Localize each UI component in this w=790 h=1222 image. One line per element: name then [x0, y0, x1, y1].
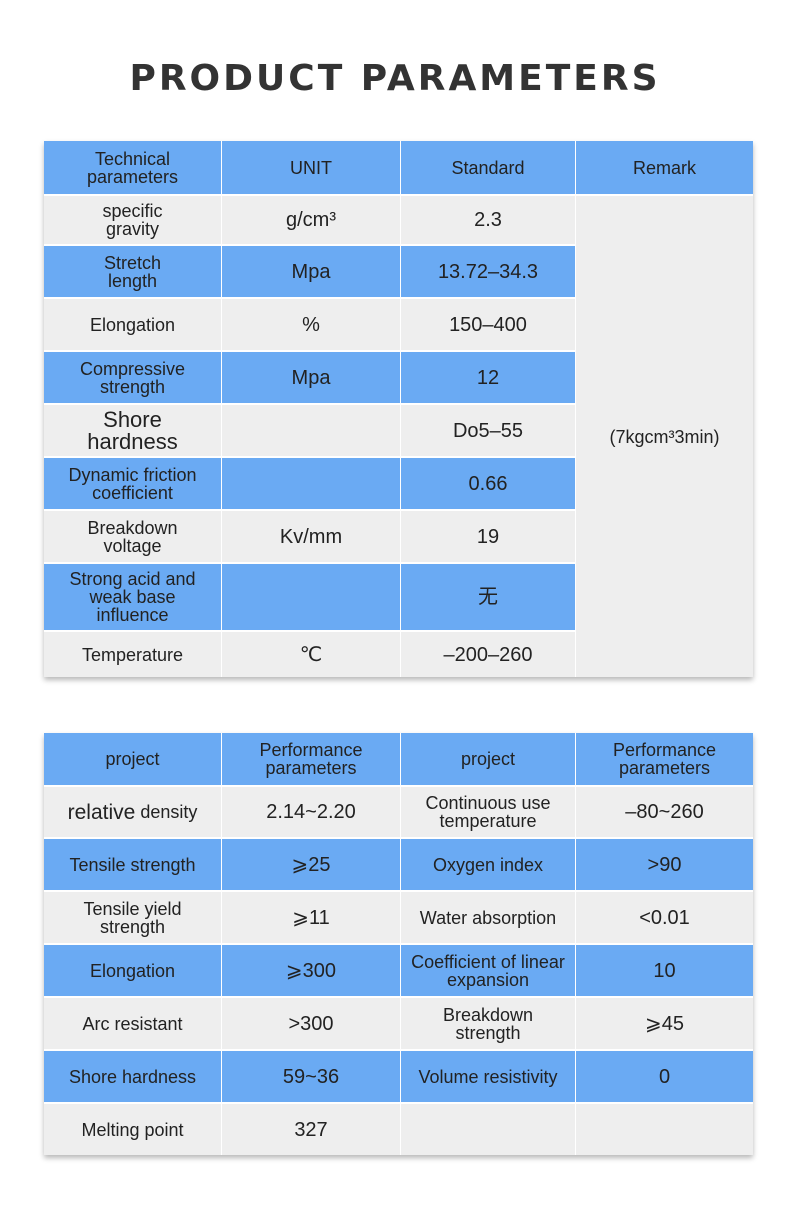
remark-cell: (7kgcm³3min) [576, 196, 753, 677]
unit-specific-gravity: g/cm³ [222, 196, 400, 244]
param-acid-base-influence: Strong acid and weak base influence [44, 564, 221, 630]
unit-compressive-strength: Mpa [222, 352, 400, 403]
header-performance-2: Performance parameters [576, 733, 753, 785]
header-remark: Remark [576, 141, 753, 194]
project-tensile-yield: Tensile yield strength [44, 892, 221, 943]
performance-parameters-table: project Performance parameters project P… [44, 733, 753, 1155]
value-water-absorption: <0.01 [576, 892, 753, 943]
standard-stretch-length: 13.72–34.3 [401, 246, 575, 297]
project-melting-point: Melting point [44, 1104, 221, 1155]
project-linear-expansion: Coefficient of linear expansion [401, 945, 575, 996]
value-tensile-strength: ⩾25 [222, 839, 400, 890]
value-linear-expansion: 10 [576, 945, 753, 996]
header-project-2: project [401, 733, 575, 785]
value-arc-resistant: >300 [222, 998, 400, 1049]
param-breakdown-voltage: Breakdown voltage [44, 511, 221, 562]
header-technical-parameters: Technical parameters [44, 141, 221, 194]
header-project-1: project [44, 733, 221, 785]
standard-temperature: –200–260 [401, 632, 575, 677]
value-melting-point: 327 [222, 1104, 400, 1155]
empty-value-cell [576, 1104, 753, 1155]
unit-dynamic-friction [222, 458, 400, 509]
param-elongation: Elongation [44, 299, 221, 350]
unit-breakdown-voltage: Kv/mm [222, 511, 400, 562]
density-label: density [140, 802, 198, 822]
standard-elongation: 150–400 [401, 299, 575, 350]
project-oxygen-index: Oxygen index [401, 839, 575, 890]
standard-breakdown-voltage: 19 [401, 511, 575, 562]
value-volume-resistivity: 0 [576, 1051, 753, 1102]
standard-compressive-strength: 12 [401, 352, 575, 403]
param-compressive-strength: Compressive strength [44, 352, 221, 403]
unit-stretch-length: Mpa [222, 246, 400, 297]
header-unit: UNIT [222, 141, 400, 194]
value-oxygen-index: >90 [576, 839, 753, 890]
param-dynamic-friction: Dynamic friction coefficient [44, 458, 221, 509]
value-elongation: ⩾300 [222, 945, 400, 996]
project-relative-density: relative density [44, 787, 221, 837]
header-standard: Standard [401, 141, 575, 194]
project-shore-hardness: Shore hardness [44, 1051, 221, 1102]
unit-elongation: % [222, 299, 400, 350]
empty-project-cell [401, 1104, 575, 1155]
project-tensile-strength: Tensile strength [44, 839, 221, 890]
value-relative-density: 2.14~2.20 [222, 787, 400, 837]
project-elongation: Elongation [44, 945, 221, 996]
param-temperature: Temperature [44, 632, 221, 677]
unit-acid-base-influence [222, 564, 400, 630]
param-shore-hardness: Shore hardness [44, 405, 221, 456]
param-stretch-length: Stretch length [44, 246, 221, 297]
value-continuous-use-temp: –80~260 [576, 787, 753, 837]
standard-dynamic-friction: 0.66 [401, 458, 575, 509]
project-water-absorption: Water absorption [401, 892, 575, 943]
param-specific-gravity: specific gravity [44, 196, 221, 244]
standard-specific-gravity: 2.3 [401, 196, 575, 244]
standard-shore-hardness: Do5–55 [401, 405, 575, 456]
header-performance-1: Performance parameters [222, 733, 400, 785]
standard-acid-base-influence: 无 [401, 564, 575, 630]
value-breakdown-strength: ⩾45 [576, 998, 753, 1049]
unit-shore-hardness [222, 405, 400, 456]
project-volume-resistivity: Volume resistivity [401, 1051, 575, 1102]
value-shore-hardness: 59~36 [222, 1051, 400, 1102]
page-title: PRODUCT PARAMETERS [129, 58, 661, 99]
relative-label: relative [67, 800, 136, 824]
project-continuous-use-temp: Continuous use temperature [401, 787, 575, 837]
project-arc-resistant: Arc resistant [44, 998, 221, 1049]
technical-parameters-table: Technical parameters UNIT Standard Remar… [44, 141, 753, 677]
unit-temperature: ℃ [222, 632, 400, 677]
project-breakdown-strength: Breakdown strength [401, 998, 575, 1049]
value-tensile-yield: ⩾11 [222, 892, 400, 943]
